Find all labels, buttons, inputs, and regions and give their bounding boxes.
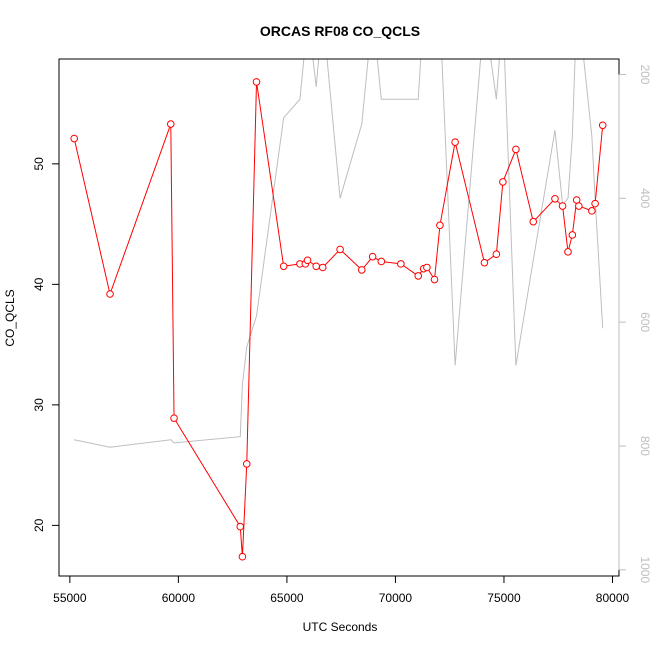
- y2-tick-label: 200: [638, 64, 650, 84]
- series-0-point: [106, 290, 114, 298]
- series-0-point: [499, 178, 507, 186]
- x-tick-label: 60000: [162, 591, 196, 605]
- plot-area: [58, 58, 620, 577]
- y2-axis: 200 400 600 800 1000: [618, 64, 650, 583]
- x-tick-label: 55000: [53, 591, 87, 605]
- y-tick-label: 20: [32, 518, 46, 532]
- plot-frame: [58, 58, 620, 577]
- series-0-point: [357, 266, 366, 274]
- series-0-point: [492, 250, 501, 259]
- series-0-point: [70, 134, 78, 143]
- series-0-point: [423, 263, 431, 272]
- series-0-point: [279, 262, 288, 271]
- series-0-point: [236, 522, 245, 531]
- series-0-point: [430, 275, 439, 284]
- x-tick-label: 80000: [596, 591, 630, 605]
- series-0-point: [598, 121, 607, 130]
- y-tick-label: 40: [32, 277, 46, 291]
- y2-tick-label: 400: [638, 188, 650, 208]
- series-0-point: [564, 248, 572, 256]
- series-0-point: [529, 217, 538, 226]
- series-0-point: [242, 460, 251, 468]
- series-0-point: [575, 202, 583, 210]
- series-0-point: [558, 202, 567, 210]
- series-0-point: [512, 145, 520, 154]
- series-0-point: [336, 245, 344, 254]
- chart-title: ORCAS RF08 CO_QCLS: [260, 23, 420, 39]
- y-tick-label: 30: [32, 398, 46, 412]
- series-0-point: [377, 257, 386, 266]
- y-tick-label: 50: [32, 157, 46, 171]
- series-0-point: [318, 263, 327, 272]
- series-0-point: [252, 78, 261, 86]
- series-0-point: [588, 207, 596, 215]
- series-1-line: [74, 59, 604, 448]
- series-0-point: [397, 260, 405, 268]
- x-axis: 55000 60000 65000 70000 75000 80000: [53, 575, 630, 605]
- series-0-point: [238, 552, 247, 561]
- series-0-point: [166, 120, 175, 128]
- y-axis-label: CO_QCLS: [3, 289, 17, 346]
- series-0-point: [170, 414, 178, 422]
- y2-tick-label: 800: [638, 436, 650, 456]
- series-0-point: [303, 256, 312, 265]
- series-0-point: [568, 231, 577, 239]
- series-0-point: [368, 252, 377, 261]
- series-0-point: [480, 258, 489, 267]
- x-tick-label: 65000: [270, 591, 304, 605]
- x-tick-label: 70000: [379, 591, 413, 605]
- y2-tick-label: 600: [638, 312, 650, 332]
- y2-tick-label: 1000: [638, 556, 650, 583]
- series-0-point: [414, 272, 423, 280]
- series-layer: [70, 59, 607, 561]
- series-0-point: [591, 199, 599, 208]
- series-0-point: [551, 194, 559, 203]
- x-axis-label: UTC Seconds: [303, 620, 378, 634]
- series-0-point: [436, 221, 444, 230]
- series-0-point: [451, 138, 459, 146]
- series-0-point: [312, 262, 321, 271]
- y-axis: 20 30 40 50: [32, 157, 60, 532]
- x-tick-label: 75000: [487, 591, 521, 605]
